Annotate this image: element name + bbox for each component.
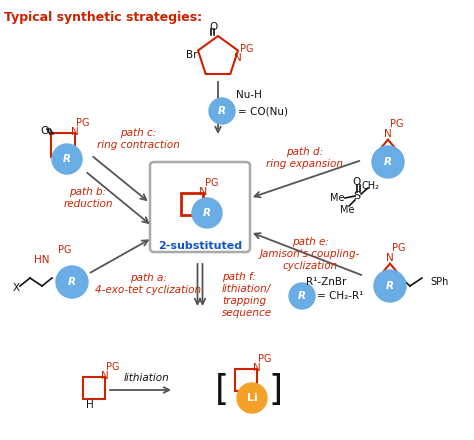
Text: SPh: SPh	[430, 277, 448, 287]
FancyBboxPatch shape	[150, 162, 250, 252]
Text: Me: Me	[330, 193, 344, 203]
Text: lithiation: lithiation	[124, 373, 170, 383]
Text: [: [	[215, 373, 229, 407]
Text: PG: PG	[205, 178, 219, 188]
Text: reduction: reduction	[63, 199, 113, 209]
Text: PG: PG	[390, 119, 404, 129]
Text: = CO(Nu): = CO(Nu)	[238, 106, 288, 116]
Text: S: S	[354, 191, 361, 201]
Text: R: R	[63, 154, 71, 164]
Circle shape	[372, 146, 404, 178]
Text: CH₂: CH₂	[362, 181, 380, 191]
Text: N: N	[101, 371, 109, 381]
Text: N: N	[384, 129, 392, 139]
Text: PG: PG	[58, 245, 72, 255]
Text: ring expansion: ring expansion	[266, 159, 344, 169]
Text: N: N	[234, 53, 242, 63]
Text: PG: PG	[258, 354, 272, 364]
Text: path e:: path e:	[292, 237, 328, 247]
Text: 4-exo-tet cyclization: 4-exo-tet cyclization	[95, 285, 201, 295]
Text: path f:: path f:	[222, 272, 256, 282]
Bar	[235, 369, 257, 391]
Text: ring contraction: ring contraction	[97, 140, 180, 150]
Bar	[83, 377, 105, 399]
Text: PG: PG	[392, 243, 406, 253]
Text: O: O	[210, 22, 218, 32]
Text: PG: PG	[106, 362, 120, 372]
Text: Nu-H: Nu-H	[236, 90, 262, 100]
Text: HN: HN	[35, 255, 50, 265]
Text: path b:: path b:	[69, 187, 107, 197]
Text: R: R	[384, 157, 392, 167]
Text: path c:: path c:	[120, 128, 156, 138]
Text: O: O	[41, 126, 49, 136]
Text: Typical synthetic strategies:: Typical synthetic strategies:	[4, 11, 202, 24]
Circle shape	[56, 266, 88, 298]
Text: R: R	[203, 208, 211, 218]
Text: X: X	[12, 283, 19, 293]
Bar	[181, 193, 203, 215]
Text: PG: PG	[240, 44, 254, 54]
Text: R: R	[386, 281, 394, 291]
Circle shape	[52, 144, 82, 174]
Circle shape	[289, 283, 315, 309]
Text: Br: Br	[186, 50, 198, 60]
Text: cyclization: cyclization	[283, 261, 337, 271]
Text: N: N	[386, 253, 394, 263]
Text: N: N	[71, 127, 79, 137]
Text: lithiation/: lithiation/	[222, 284, 271, 294]
Text: R¹-ZnBr: R¹-ZnBr	[306, 277, 346, 287]
Text: = CH₂-R¹: = CH₂-R¹	[317, 291, 364, 301]
Circle shape	[192, 198, 222, 228]
Text: 2-substituted: 2-substituted	[158, 241, 242, 251]
Text: trapping: trapping	[222, 296, 266, 306]
Circle shape	[237, 383, 267, 413]
Text: N: N	[253, 363, 261, 373]
Bar	[51, 133, 75, 157]
Text: Li: Li	[246, 393, 257, 403]
Text: R: R	[298, 291, 306, 301]
Circle shape	[374, 270, 406, 302]
Text: H: H	[86, 400, 94, 410]
Text: sequence: sequence	[222, 308, 272, 318]
Circle shape	[209, 98, 235, 124]
Text: ]: ]	[269, 373, 283, 407]
Text: R: R	[68, 277, 76, 287]
Text: Jamison's coupling-: Jamison's coupling-	[260, 249, 360, 259]
Text: O: O	[353, 177, 361, 187]
Text: Me: Me	[340, 205, 354, 215]
Text: path a:: path a:	[129, 273, 166, 283]
Text: R: R	[218, 106, 226, 116]
Text: PG: PG	[76, 118, 90, 128]
Text: path d:: path d:	[286, 147, 324, 157]
Text: N: N	[199, 187, 207, 197]
